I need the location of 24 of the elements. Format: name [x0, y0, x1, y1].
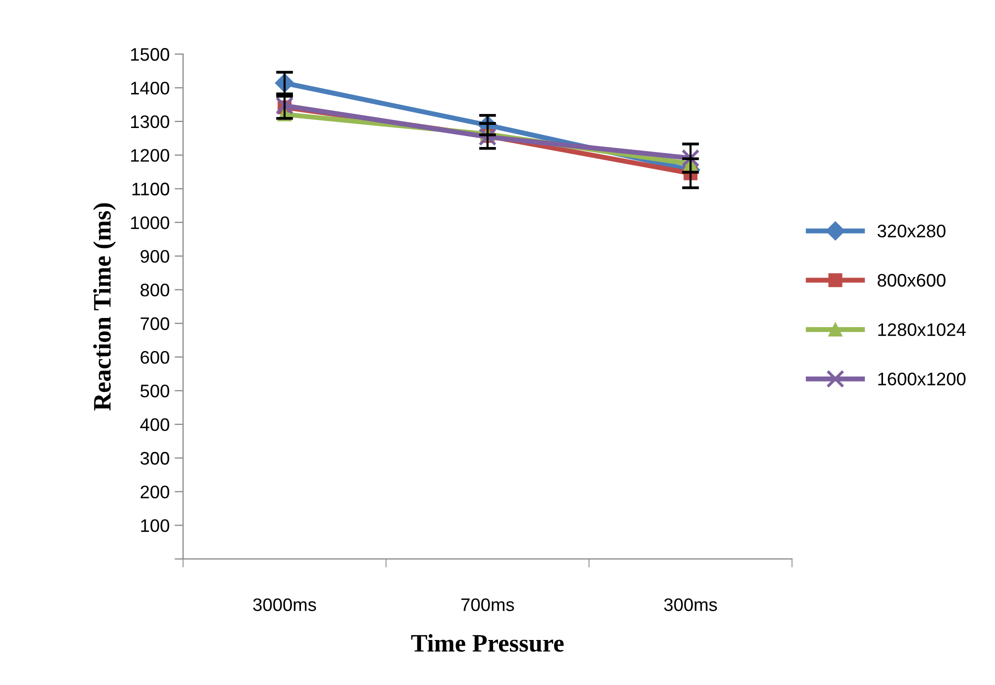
y-tick-label: 800 — [140, 284, 170, 296]
y-tick-label: 1300 — [131, 115, 170, 128]
y-tick-label: 1400 — [131, 82, 170, 94]
y-tick-label: 1100 — [132, 182, 170, 196]
y-tick-label: 100 — [141, 519, 170, 532]
legend-label: 320x280 — [878, 224, 946, 238]
y-tick-label: 600 — [140, 350, 170, 364]
y-tick-label: 700 — [140, 317, 170, 330]
y-tick-label: 1200 — [131, 149, 170, 162]
legend-label: 1600x1200 — [878, 372, 966, 386]
y-tick-label: 300 — [140, 452, 170, 465]
legend-label: 800x600 — [878, 274, 946, 287]
x-axis-title: Time Pressure — [411, 634, 564, 652]
x-tick-label: 700ms — [461, 598, 514, 612]
y-tick-label: 900 — [140, 250, 170, 263]
y-tick-label: 400 — [140, 418, 170, 432]
y-axis-title: Reaction Time (ms) — [93, 203, 116, 411]
y-tick-label: 1000 — [131, 216, 170, 230]
x-tick-label: 300ms — [664, 598, 717, 612]
y-tick-label: 1500 — [131, 48, 170, 61]
y-tick-label: 200 — [140, 486, 170, 498]
x-tick-label: 3000ms — [253, 598, 316, 612]
y-tick-label: 500 — [140, 384, 170, 398]
legend-label: 1280x1024 — [878, 323, 966, 336]
